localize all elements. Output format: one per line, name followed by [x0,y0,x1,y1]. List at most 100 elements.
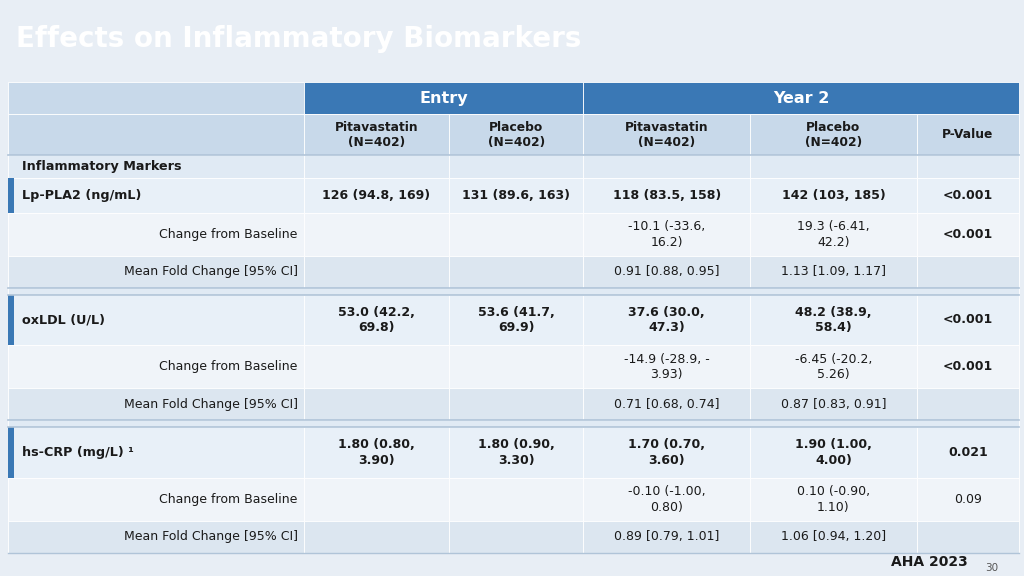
Bar [8,179,304,213]
Text: Lp-PLA2 (ng/mL): Lp-PLA2 (ng/mL) [23,189,141,202]
Bar [584,427,750,478]
Bar [916,478,1019,521]
Text: Pitavastatin
(N=402): Pitavastatin (N=402) [335,121,418,149]
Text: Pitavastatin
(N=402): Pitavastatin (N=402) [625,121,709,149]
Bar [916,388,1019,420]
Bar [8,156,1019,179]
Bar [584,82,1019,115]
Text: 30: 30 [985,563,998,573]
Bar [750,179,916,213]
Text: 118 (83.5, 158): 118 (83.5, 158) [612,189,721,202]
Bar [8,295,1019,345]
Text: -14.9 (-28.9, -
3.93): -14.9 (-28.9, - 3.93) [624,353,710,381]
Bar [584,295,750,345]
Bar [916,115,1019,156]
Bar [304,388,449,420]
Text: 0.71 [0.68, 0.74]: 0.71 [0.68, 0.74] [614,398,720,411]
Bar [304,427,449,478]
Text: Mean Fold Change [95% CI]: Mean Fold Change [95% CI] [124,398,298,411]
Bar [8,345,1019,388]
Bar [8,295,304,345]
Text: Mean Fold Change [95% CI]: Mean Fold Change [95% CI] [124,266,298,278]
Bar [449,388,584,420]
Text: 1.06 [0.94, 1.20]: 1.06 [0.94, 1.20] [781,530,886,544]
Bar [750,345,916,388]
Bar [750,213,916,256]
Text: Year 2: Year 2 [773,91,829,106]
Text: -0.10 (-1.00,
0.80): -0.10 (-1.00, 0.80) [628,485,706,514]
Bar [8,427,304,478]
Bar [584,521,750,553]
Bar [750,478,916,521]
Bar [750,427,916,478]
Text: 1.80 (0.90,
3.30): 1.80 (0.90, 3.30) [478,438,555,467]
Bar [449,295,584,345]
Bar [916,156,1019,179]
Bar [449,156,584,179]
Bar [750,256,916,288]
Bar [449,115,584,156]
Bar [750,388,916,420]
Text: 1.70 (0.70,
3.60): 1.70 (0.70, 3.60) [629,438,706,467]
Text: <0.001: <0.001 [943,313,993,327]
Bar [8,388,1019,420]
Text: Placebo
(N=402): Placebo (N=402) [805,121,862,149]
Bar [584,345,750,388]
Bar [304,115,449,156]
Bar [8,288,1019,295]
Bar [750,521,916,553]
Text: <0.001: <0.001 [943,189,993,202]
Bar [8,420,1019,427]
Bar [916,256,1019,288]
Text: Inflammatory Markers: Inflammatory Markers [23,160,182,173]
Text: 0.87 [0.83, 0.91]: 0.87 [0.83, 0.91] [780,398,886,411]
Bar [449,427,584,478]
Bar [8,427,1019,478]
Bar [584,156,750,179]
Bar [8,478,304,521]
Text: 131 (89.6, 163): 131 (89.6, 163) [462,189,570,202]
Text: -6.45 (-20.2,
5.26): -6.45 (-20.2, 5.26) [795,353,872,381]
Bar [449,521,584,553]
Bar [584,388,750,420]
Bar [8,213,1019,256]
Bar [584,478,750,521]
Text: <0.001: <0.001 [943,228,993,241]
Bar [584,256,750,288]
Text: 37.6 (30.0,
47.3): 37.6 (30.0, 47.3) [629,306,706,334]
Bar [8,388,304,420]
Text: Entry: Entry [420,91,468,106]
Bar [8,295,14,345]
Bar [8,521,304,553]
Bar [8,213,304,256]
Bar [304,256,449,288]
Bar [8,179,1019,213]
Text: 53.6 (41.7,
69.9): 53.6 (41.7, 69.9) [478,306,555,334]
Bar [916,521,1019,553]
Text: 1.80 (0.80,
3.90): 1.80 (0.80, 3.90) [338,438,415,467]
Bar [449,179,584,213]
Text: 0.09: 0.09 [954,493,982,506]
Bar [8,82,304,115]
Bar [8,521,1019,553]
Bar [8,427,14,478]
Bar [304,521,449,553]
Text: Change from Baseline: Change from Baseline [160,228,298,241]
Bar [750,295,916,345]
Bar [449,345,584,388]
Bar [304,82,584,115]
Text: 48.2 (38.9,
58.4): 48.2 (38.9, 58.4) [796,306,871,334]
Text: 0.89 [0.79, 1.01]: 0.89 [0.79, 1.01] [614,530,720,544]
Bar [304,345,449,388]
Bar [304,179,449,213]
Text: <0.001: <0.001 [943,360,993,373]
Bar [584,179,750,213]
Bar [916,345,1019,388]
Text: hs-CRP (mg/L) ¹: hs-CRP (mg/L) ¹ [23,446,134,459]
Bar [916,295,1019,345]
Bar [449,213,584,256]
Bar [916,213,1019,256]
Bar [916,179,1019,213]
Bar [8,345,304,388]
Bar [8,256,304,288]
